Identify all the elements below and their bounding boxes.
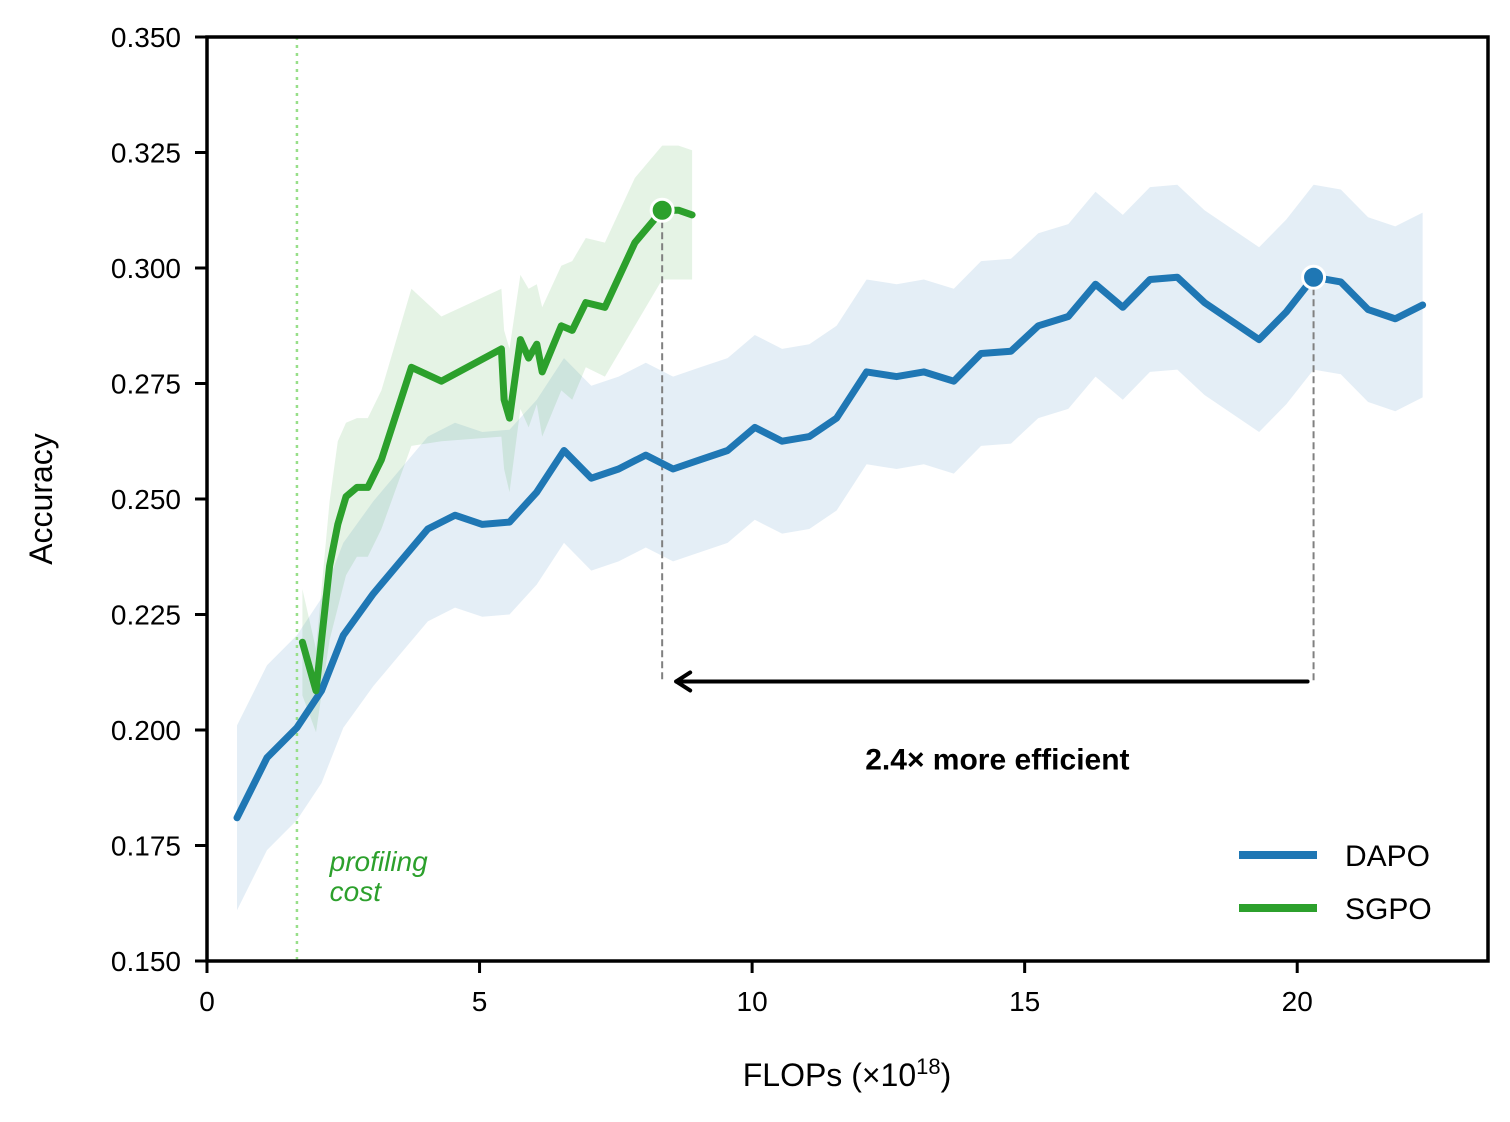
band-dapo	[237, 184, 1423, 911]
y-tick-label-4: 0.250	[111, 484, 181, 515]
efficiency-arrow-head	[674, 670, 693, 693]
x-axis-title: FLOPs (×1018)	[743, 1054, 952, 1093]
x-tick-label-0: 0	[199, 986, 215, 1017]
x-axis-title-exponent: 18	[916, 1054, 940, 1079]
x-tick-label-5: 5	[472, 986, 488, 1017]
profiling-cost-label-line1: profiling	[329, 846, 428, 877]
y-tick-label-7: 0.325	[111, 138, 181, 169]
x-axis-ticks: 0 5 10 15 20	[199, 961, 1313, 1017]
y-tick-label-1: 0.175	[111, 831, 181, 862]
highlight-points	[649, 197, 1327, 290]
x-axis-title-close: )	[941, 1057, 952, 1093]
y-tick-label-8: 0.350	[111, 22, 181, 53]
legend-label-sgpo: SGPO	[1345, 893, 1432, 926]
x-tick-label-10: 10	[737, 986, 768, 1017]
legend-label-dapo: DAPO	[1345, 840, 1430, 873]
series-lines	[233, 206, 1427, 822]
profiling-cost-label-line2: cost	[330, 876, 383, 907]
y-tick-label-3: 0.225	[111, 600, 181, 631]
highlight-point-sgpo	[649, 197, 675, 223]
y-tick-label-6: 0.300	[111, 253, 181, 284]
highlight-drop-lines	[661, 210, 1315, 682]
highlight-point-dapo	[1301, 264, 1327, 290]
legend: DAPO SGPO	[1239, 840, 1432, 926]
y-tick-label-5: 0.275	[111, 369, 181, 400]
profiling-cost-label: profiling cost	[329, 846, 436, 907]
y-axis-title: Accuracy	[23, 433, 59, 565]
y-tick-label-0: 0.150	[111, 946, 181, 977]
efficiency-arrow-layer	[674, 670, 1310, 693]
y-axis-ticks: 0.150 0.175 0.200 0.225 0.250 0.275 0.300 0.325…	[111, 22, 207, 977]
line-dapo	[233, 273, 1427, 822]
line-sgpo	[298, 206, 696, 695]
x-tick-label-20: 20	[1282, 986, 1313, 1017]
efficiency-annotation: 2.4× more efficient	[865, 743, 1129, 776]
y-tick-label-2: 0.200	[111, 715, 181, 746]
x-tick-label-15: 15	[1009, 986, 1040, 1017]
band-sgpo	[302, 145, 693, 733]
confidence-bands	[237, 145, 1423, 911]
